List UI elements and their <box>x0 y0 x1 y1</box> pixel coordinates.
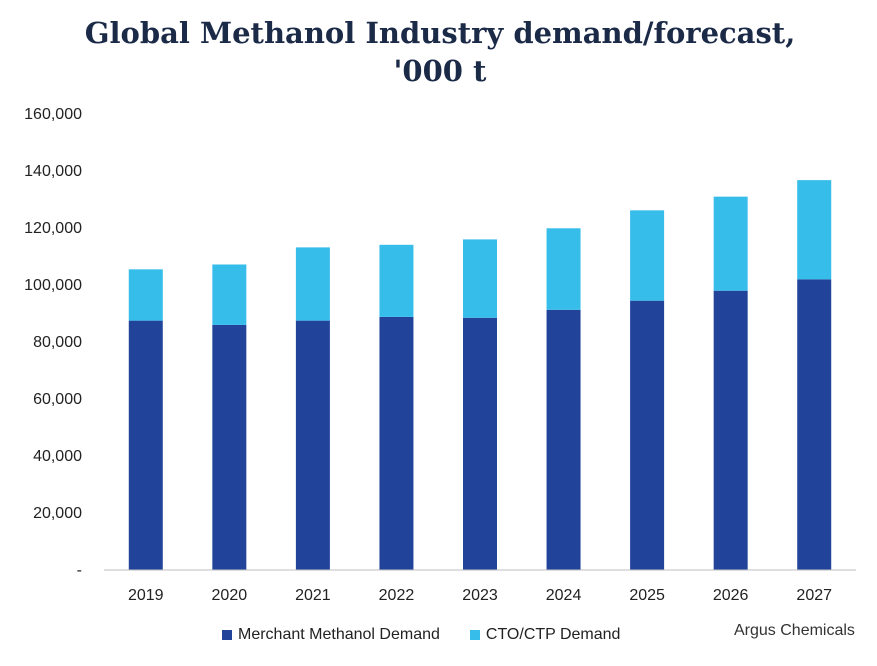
bar-cto-2024 <box>546 228 581 310</box>
legend-swatch-cto <box>469 630 480 640</box>
chart-title: Global Methanol Industry demand/forecast… <box>60 14 820 90</box>
x-tick-label: 2024 <box>546 587 582 604</box>
chart-title-line1: Global Methanol Industry demand/forecast… <box>84 16 796 50</box>
bar-cto-2027 <box>797 180 832 280</box>
bar-merchant-2023 <box>463 317 497 570</box>
bar-merchant-2022 <box>379 316 414 570</box>
legend-label-merchant: Merchant Methanol Demand <box>238 626 440 643</box>
chart-subtitle: '000 t <box>393 54 487 88</box>
bar-cto-2023 <box>463 239 497 318</box>
x-tick-label: 2026 <box>713 587 749 604</box>
legend: Merchant Methanol Demand CTO/CTP Demand <box>222 626 650 644</box>
y-tick-label: 20,000 <box>33 505 82 522</box>
bar-cto-2021 <box>295 247 330 321</box>
bar-cto-2022 <box>379 244 414 317</box>
bar-cto-2019 <box>128 269 163 321</box>
y-tick-label: 80,000 <box>33 334 82 351</box>
legend-item-cto: CTO/CTP Demand <box>469 626 621 644</box>
x-tick-label: 2021 <box>295 587 331 604</box>
bar-cto-2020 <box>212 264 247 325</box>
y-tick-label: - <box>77 562 82 579</box>
x-tick-label: 2025 <box>629 587 665 604</box>
bar-merchant-2025 <box>630 300 665 570</box>
y-tick-label: 120,000 <box>24 220 82 237</box>
x-tick-label: 2020 <box>212 587 248 604</box>
bar-merchant-2019 <box>128 320 163 570</box>
y-tick-label: 160,000 <box>24 106 82 123</box>
bar-cto-2025 <box>630 210 665 301</box>
legend-label-cto: CTO/CTP Demand <box>485 626 621 643</box>
bar-merchant-2020 <box>212 324 247 570</box>
bar-cto-2026 <box>713 196 748 291</box>
source-label: Argus Chemicals <box>734 622 855 639</box>
x-tick-label: 2019 <box>128 587 164 604</box>
bar-merchant-2027 <box>797 279 832 570</box>
bar-merchant-2024 <box>546 309 581 570</box>
y-tick-label: 40,000 <box>33 448 82 465</box>
x-tick-label: 2027 <box>796 587 832 604</box>
y-tick-label: 60,000 <box>33 391 82 408</box>
bar-merchant-2021 <box>295 320 330 570</box>
y-tick-label: 140,000 <box>24 163 82 180</box>
x-tick-label: 2022 <box>379 587 415 604</box>
legend-item-merchant: Merchant Methanol Demand <box>222 626 440 644</box>
legend-swatch-merchant <box>222 630 232 640</box>
y-tick-label: 100,000 <box>24 277 82 294</box>
bar-merchant-2026 <box>713 290 748 570</box>
x-tick-label: 2023 <box>462 587 498 604</box>
